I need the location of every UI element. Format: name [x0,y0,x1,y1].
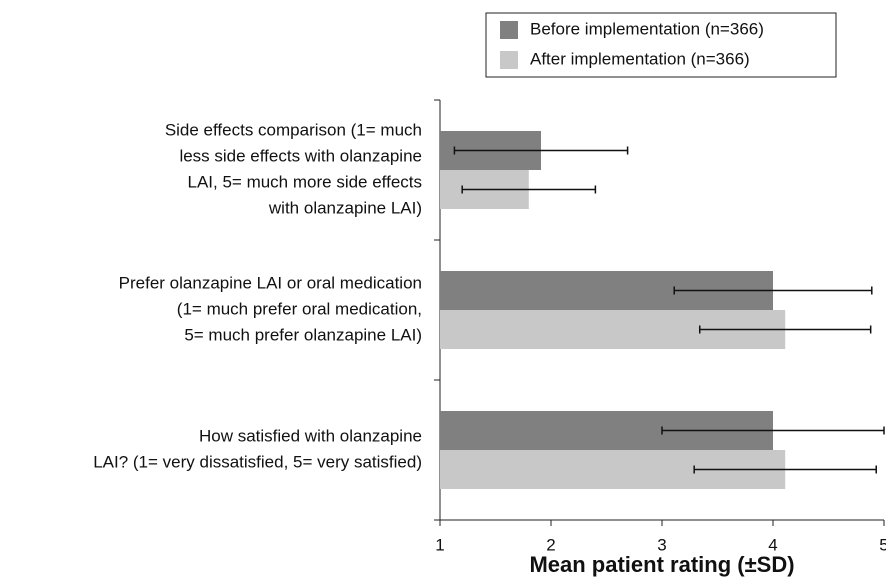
error-bar [673,286,873,295]
legend-swatch [500,51,518,69]
x-tick-label: 5 [879,535,886,554]
x-tick-label: 4 [768,535,777,554]
x-tick-label: 2 [546,535,555,554]
legend-box [485,12,837,78]
error-bar [661,426,885,435]
legend-label: Before implementation (n=366) [530,19,764,38]
error-bar [698,325,872,334]
category-label: less side effects with olanzapine [179,146,422,165]
category-label: with olanzapine LAI) [268,198,422,217]
error-bar [453,146,629,155]
x-tick-label: 3 [657,535,666,554]
x-tick-label: 1 [435,535,444,554]
legend-swatch [500,21,518,39]
category-label: 5= much prefer olanzapine LAI) [184,325,422,344]
category-label: (1= much prefer oral medication, [177,299,422,318]
x-axis-label: Mean patient rating (±SD) [529,552,794,577]
error-bar [461,185,597,194]
category-label: LAI, 5= much more side effects [188,172,423,191]
legend-label: After implementation (n=366) [530,49,750,68]
category-label: LAI? (1= very dissatisfied, 5= very sati… [93,452,422,471]
category-label: Side effects comparison (1= much [165,120,422,139]
category-label: How satisfied with olanzapine [199,426,422,445]
category-label: Prefer olanzapine LAI or oral medication [119,273,422,292]
error-bar [693,465,877,474]
